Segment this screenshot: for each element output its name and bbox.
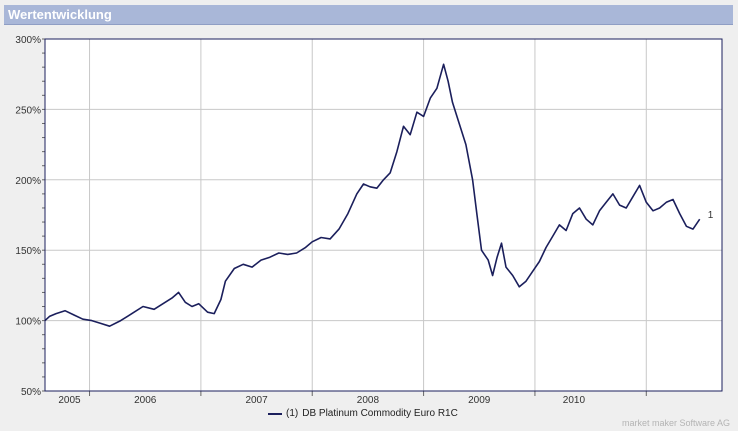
plot-area: [45, 39, 722, 391]
axis-layer: 50% 100% 150% 200% 250% 300% 2005 2006 2007 2008 2…: [15, 35, 647, 406]
y-tick-label: 100%: [15, 317, 41, 328]
legend: (1) DB Platinum Commodity Euro R1C: [268, 408, 458, 419]
y-tick-label: 200%: [15, 176, 41, 187]
plot-border: [44, 38, 723, 392]
credit-text: market maker Software AG: [621, 418, 730, 428]
y-tick-label: 150%: [15, 246, 41, 257]
x-tick-label: 2007: [245, 395, 268, 406]
title-bar: Wertentwicklung: [4, 5, 733, 25]
x-tick-label: 2008: [357, 395, 380, 406]
legend-number: (1): [286, 408, 299, 419]
legend-label: DB Platinum Commodity Euro R1C: [302, 408, 458, 419]
y-tick-label: 250%: [15, 105, 41, 116]
x-tick-label: 2006: [134, 395, 157, 406]
x-tick-label: 2005: [58, 395, 81, 406]
y-tick-label: 300%: [15, 35, 41, 46]
chart-title: Wertentwicklung: [8, 7, 112, 22]
x-tick-label: 2009: [468, 395, 491, 406]
series-end-label: 1: [708, 210, 714, 221]
y-tick-label: 50%: [21, 387, 41, 398]
x-tick-label: 2010: [563, 395, 586, 406]
legend-swatch: [268, 412, 282, 415]
series-line: [44, 63, 701, 327]
series-layer: 1: [44, 63, 714, 327]
